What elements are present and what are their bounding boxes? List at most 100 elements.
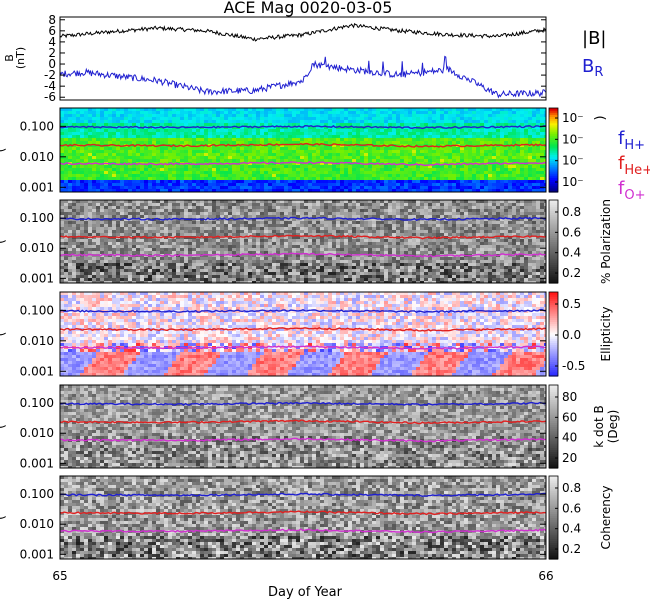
- line-f-o: [60, 528, 546, 534]
- colorbar-tick-label: 0.2: [562, 542, 581, 556]
- panel-ellipticity: 0.100 0.010 0.001 (0.5 0.0 -0.5 Ellipticity: [0, 291, 613, 378]
- line-f-o: [60, 252, 546, 258]
- y-tick-label: 0.100: [20, 211, 54, 225]
- colorbar-tick-label: 10⁻: [562, 154, 584, 168]
- colorbar-tick-label: 20: [562, 451, 577, 465]
- y-tick-label: 0.010: [20, 334, 54, 348]
- colorbar-label: Ellipticity: [599, 307, 613, 362]
- line-f-h: [60, 124, 546, 130]
- colorbar-tick-label: 60: [562, 410, 577, 424]
- colorbar: 80 60 40 20 k dot B (Deg): [548, 384, 620, 469]
- spectrogram-cells: [60, 385, 546, 468]
- series-line-b-magnitude: [59, 22, 547, 42]
- panel-frame: [59, 475, 547, 560]
- colorbar-unit: (Deg): [606, 410, 620, 444]
- x-axis-label: Day of Year: [268, 585, 343, 600]
- x-axis: 65 66: [52, 569, 553, 583]
- x-tick-label: 66: [538, 569, 553, 583]
- y-axis-label: (: [0, 332, 7, 337]
- spectrogram-cells: [60, 476, 546, 559]
- panel-coherency: 0.100 0.010 0.001 (0.8 0.6 0.4 0.2 Coherency: [0, 475, 613, 561]
- colorbar-tick-label: 0.6: [562, 225, 581, 239]
- colorbar-label: Coherency: [599, 485, 613, 549]
- line-f-h: [60, 216, 546, 221]
- y-tick-label: -2: [44, 68, 56, 82]
- colorbar-tick-label: 0.8: [562, 205, 581, 219]
- colorbar-tick-label: 0.6: [562, 501, 581, 515]
- legend-b-magnitude: |B|: [582, 28, 606, 49]
- y-tick-label: 8: [48, 13, 56, 27]
- y-tick-label: 0.100: [20, 303, 54, 317]
- colorbar-tick-label: 40: [562, 431, 577, 445]
- y-tick-label: 0: [48, 57, 56, 71]
- panel-frame: [59, 199, 547, 284]
- figure-title: ACE Mag 0020-03-05: [224, 0, 393, 17]
- colorbar-tick-label: 80: [562, 390, 577, 404]
- colorbar-tick-label: 10⁻: [562, 132, 584, 146]
- spectrogram-cells: [60, 108, 546, 192]
- y-tick-label: 0.010: [20, 517, 54, 531]
- line-f-o: [60, 437, 546, 443]
- panel-k-dot-b: 0.100 0.010 0.001 (80 60 40 20 k dot B(Deg): [0, 384, 620, 470]
- y-tick-label: 0.001: [20, 364, 54, 378]
- legend-text: f: [618, 153, 625, 174]
- line-f-h: [60, 492, 546, 498]
- colorbar-frame: [548, 107, 559, 193]
- panel-frame: [59, 291, 547, 377]
- legend-b-r-text: B: [582, 56, 594, 77]
- y-axis-label: B: [3, 54, 16, 62]
- series-line-b-r: [59, 55, 547, 99]
- panel-frame: [59, 107, 547, 193]
- y-tick-label: 0.100: [20, 396, 54, 410]
- colorbar-tick-label: 0.5: [562, 297, 581, 311]
- colorbar-tick-label: -0.5: [562, 359, 585, 373]
- colorbar-tick-label: 10⁻: [562, 111, 584, 125]
- y-tick-label: 0.001: [20, 547, 54, 561]
- line-f-h: [60, 308, 546, 314]
- colorbar: 0.8 0.6 0.4 0.2 Coherency: [548, 475, 613, 560]
- y-tick-label: 6: [48, 24, 56, 38]
- y-tick-label: -4: [44, 79, 56, 93]
- y-tick-label: 2: [48, 46, 56, 60]
- colorbar-tick-label: 0.0: [562, 328, 581, 342]
- line-f-he: [60, 234, 546, 240]
- y-tick-label: 0.100: [20, 487, 54, 501]
- line-f-o: [60, 161, 546, 167]
- colorbar: 0.5 0.0 -0.5 Ellipticity: [548, 291, 613, 377]
- y-axis-label: (: [0, 239, 7, 244]
- panel-frame: [59, 384, 547, 469]
- spectrogram-cells: [60, 292, 546, 376]
- colorbar-tick-label: 10⁻: [562, 175, 584, 189]
- legend-sub: O+: [624, 188, 645, 203]
- y-tick-label: 4: [48, 35, 56, 49]
- colorbar-tick-label: 0.8: [562, 481, 581, 495]
- colorbar-frame: [548, 199, 559, 284]
- y-axis-label: (: [0, 148, 7, 153]
- y-tick-label: -6: [44, 90, 56, 104]
- legend-text: f: [618, 128, 625, 149]
- colorbar-label: % Polarization: [599, 199, 613, 284]
- y-axis-label: (: [0, 515, 7, 520]
- legend-f-o: fO+: [618, 178, 645, 203]
- colorbar-tick-label: 0.4: [562, 246, 581, 260]
- y-tick-label: 0.010: [20, 150, 54, 164]
- spectrogram-cells: [60, 200, 546, 283]
- line-f-he: [60, 142, 546, 148]
- legend-b-r: BR: [582, 56, 603, 80]
- legend-f-he: fHe+: [618, 153, 650, 178]
- line-f-h: [60, 401, 546, 406]
- legend-text: f: [618, 178, 625, 199]
- colorbar-tick-label: 0.2: [562, 266, 581, 280]
- legend-sub: He+: [624, 163, 650, 178]
- colorbar-frame: [548, 291, 559, 377]
- colorbar-tick-label: 0.4: [562, 522, 581, 536]
- colorbar: 0.8 0.6 0.4 0.2 % Polarization: [548, 199, 613, 284]
- y-tick-label: 0.001: [20, 271, 54, 285]
- panel-polarization: 0.100 0.010 0.001 (0.8 0.6 0.4 0.2 % Polarizati…: [0, 199, 613, 285]
- colorbar-label: k dot B: [592, 405, 606, 447]
- colorbar-frame: [548, 475, 559, 560]
- y-axis-label: (: [0, 424, 7, 429]
- line-f-he: [60, 510, 546, 516]
